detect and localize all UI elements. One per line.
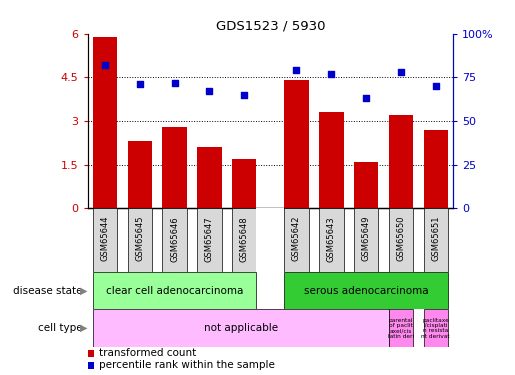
Bar: [284, 272, 448, 309]
Text: GSM65649: GSM65649: [362, 216, 371, 261]
Bar: [197, 147, 221, 208]
Text: percentile rank within the sample: percentile rank within the sample: [98, 360, 274, 370]
Point: [432, 83, 440, 89]
Bar: [197, 208, 221, 272]
Bar: [354, 208, 379, 272]
Text: GSM65644: GSM65644: [100, 216, 110, 261]
Title: GDS1523 / 5930: GDS1523 / 5930: [216, 20, 325, 33]
Text: GSM65648: GSM65648: [240, 216, 249, 261]
Point: [205, 88, 214, 94]
Text: GSM65643: GSM65643: [327, 216, 336, 261]
Text: GSM65642: GSM65642: [292, 216, 301, 261]
Point: [240, 92, 248, 98]
Point: [362, 95, 370, 101]
Bar: [389, 115, 413, 208]
Bar: [319, 112, 344, 208]
Text: paclitaxe
l/cisplati
n resista
nt derivat: paclitaxe l/cisplati n resista nt deriva…: [421, 318, 450, 339]
Bar: [319, 208, 344, 272]
Bar: [128, 208, 152, 272]
Bar: [424, 208, 448, 272]
Bar: [93, 208, 117, 272]
Text: GSM65646: GSM65646: [170, 216, 179, 261]
Bar: [93, 37, 117, 208]
Text: not applicable: not applicable: [204, 323, 278, 333]
Bar: [93, 309, 389, 347]
Point: [397, 69, 405, 75]
Text: transformed count: transformed count: [98, 348, 196, 358]
Text: serous adenocarcinoma: serous adenocarcinoma: [304, 286, 428, 296]
Bar: [389, 208, 413, 272]
Bar: [354, 162, 379, 208]
Bar: [284, 208, 308, 272]
Text: parental
of paclit
axel/cis
latin deri: parental of paclit axel/cis latin deri: [388, 318, 414, 339]
Text: GSM65651: GSM65651: [431, 216, 440, 261]
Bar: [389, 309, 413, 347]
Bar: [424, 130, 448, 208]
Text: GSM65645: GSM65645: [135, 216, 144, 261]
Bar: [88, 350, 94, 357]
Bar: [88, 362, 94, 369]
Text: disease state: disease state: [13, 286, 82, 296]
Point: [101, 62, 109, 68]
Bar: [284, 80, 308, 208]
Text: ▶: ▶: [79, 323, 87, 333]
Bar: [162, 208, 187, 272]
Point: [327, 71, 335, 77]
Bar: [256, 208, 284, 272]
Point: [135, 81, 144, 87]
Bar: [424, 309, 448, 347]
Point: [293, 68, 301, 74]
Bar: [128, 141, 152, 208]
Text: cell type: cell type: [38, 323, 82, 333]
Text: clear cell adenocarcinoma: clear cell adenocarcinoma: [106, 286, 243, 296]
Bar: [93, 272, 256, 309]
Text: GSM65650: GSM65650: [397, 216, 405, 261]
Bar: [232, 159, 256, 208]
Bar: [162, 127, 187, 208]
Text: GSM65647: GSM65647: [205, 216, 214, 261]
Text: ▶: ▶: [79, 286, 87, 296]
Bar: [232, 208, 256, 272]
Point: [170, 80, 179, 86]
